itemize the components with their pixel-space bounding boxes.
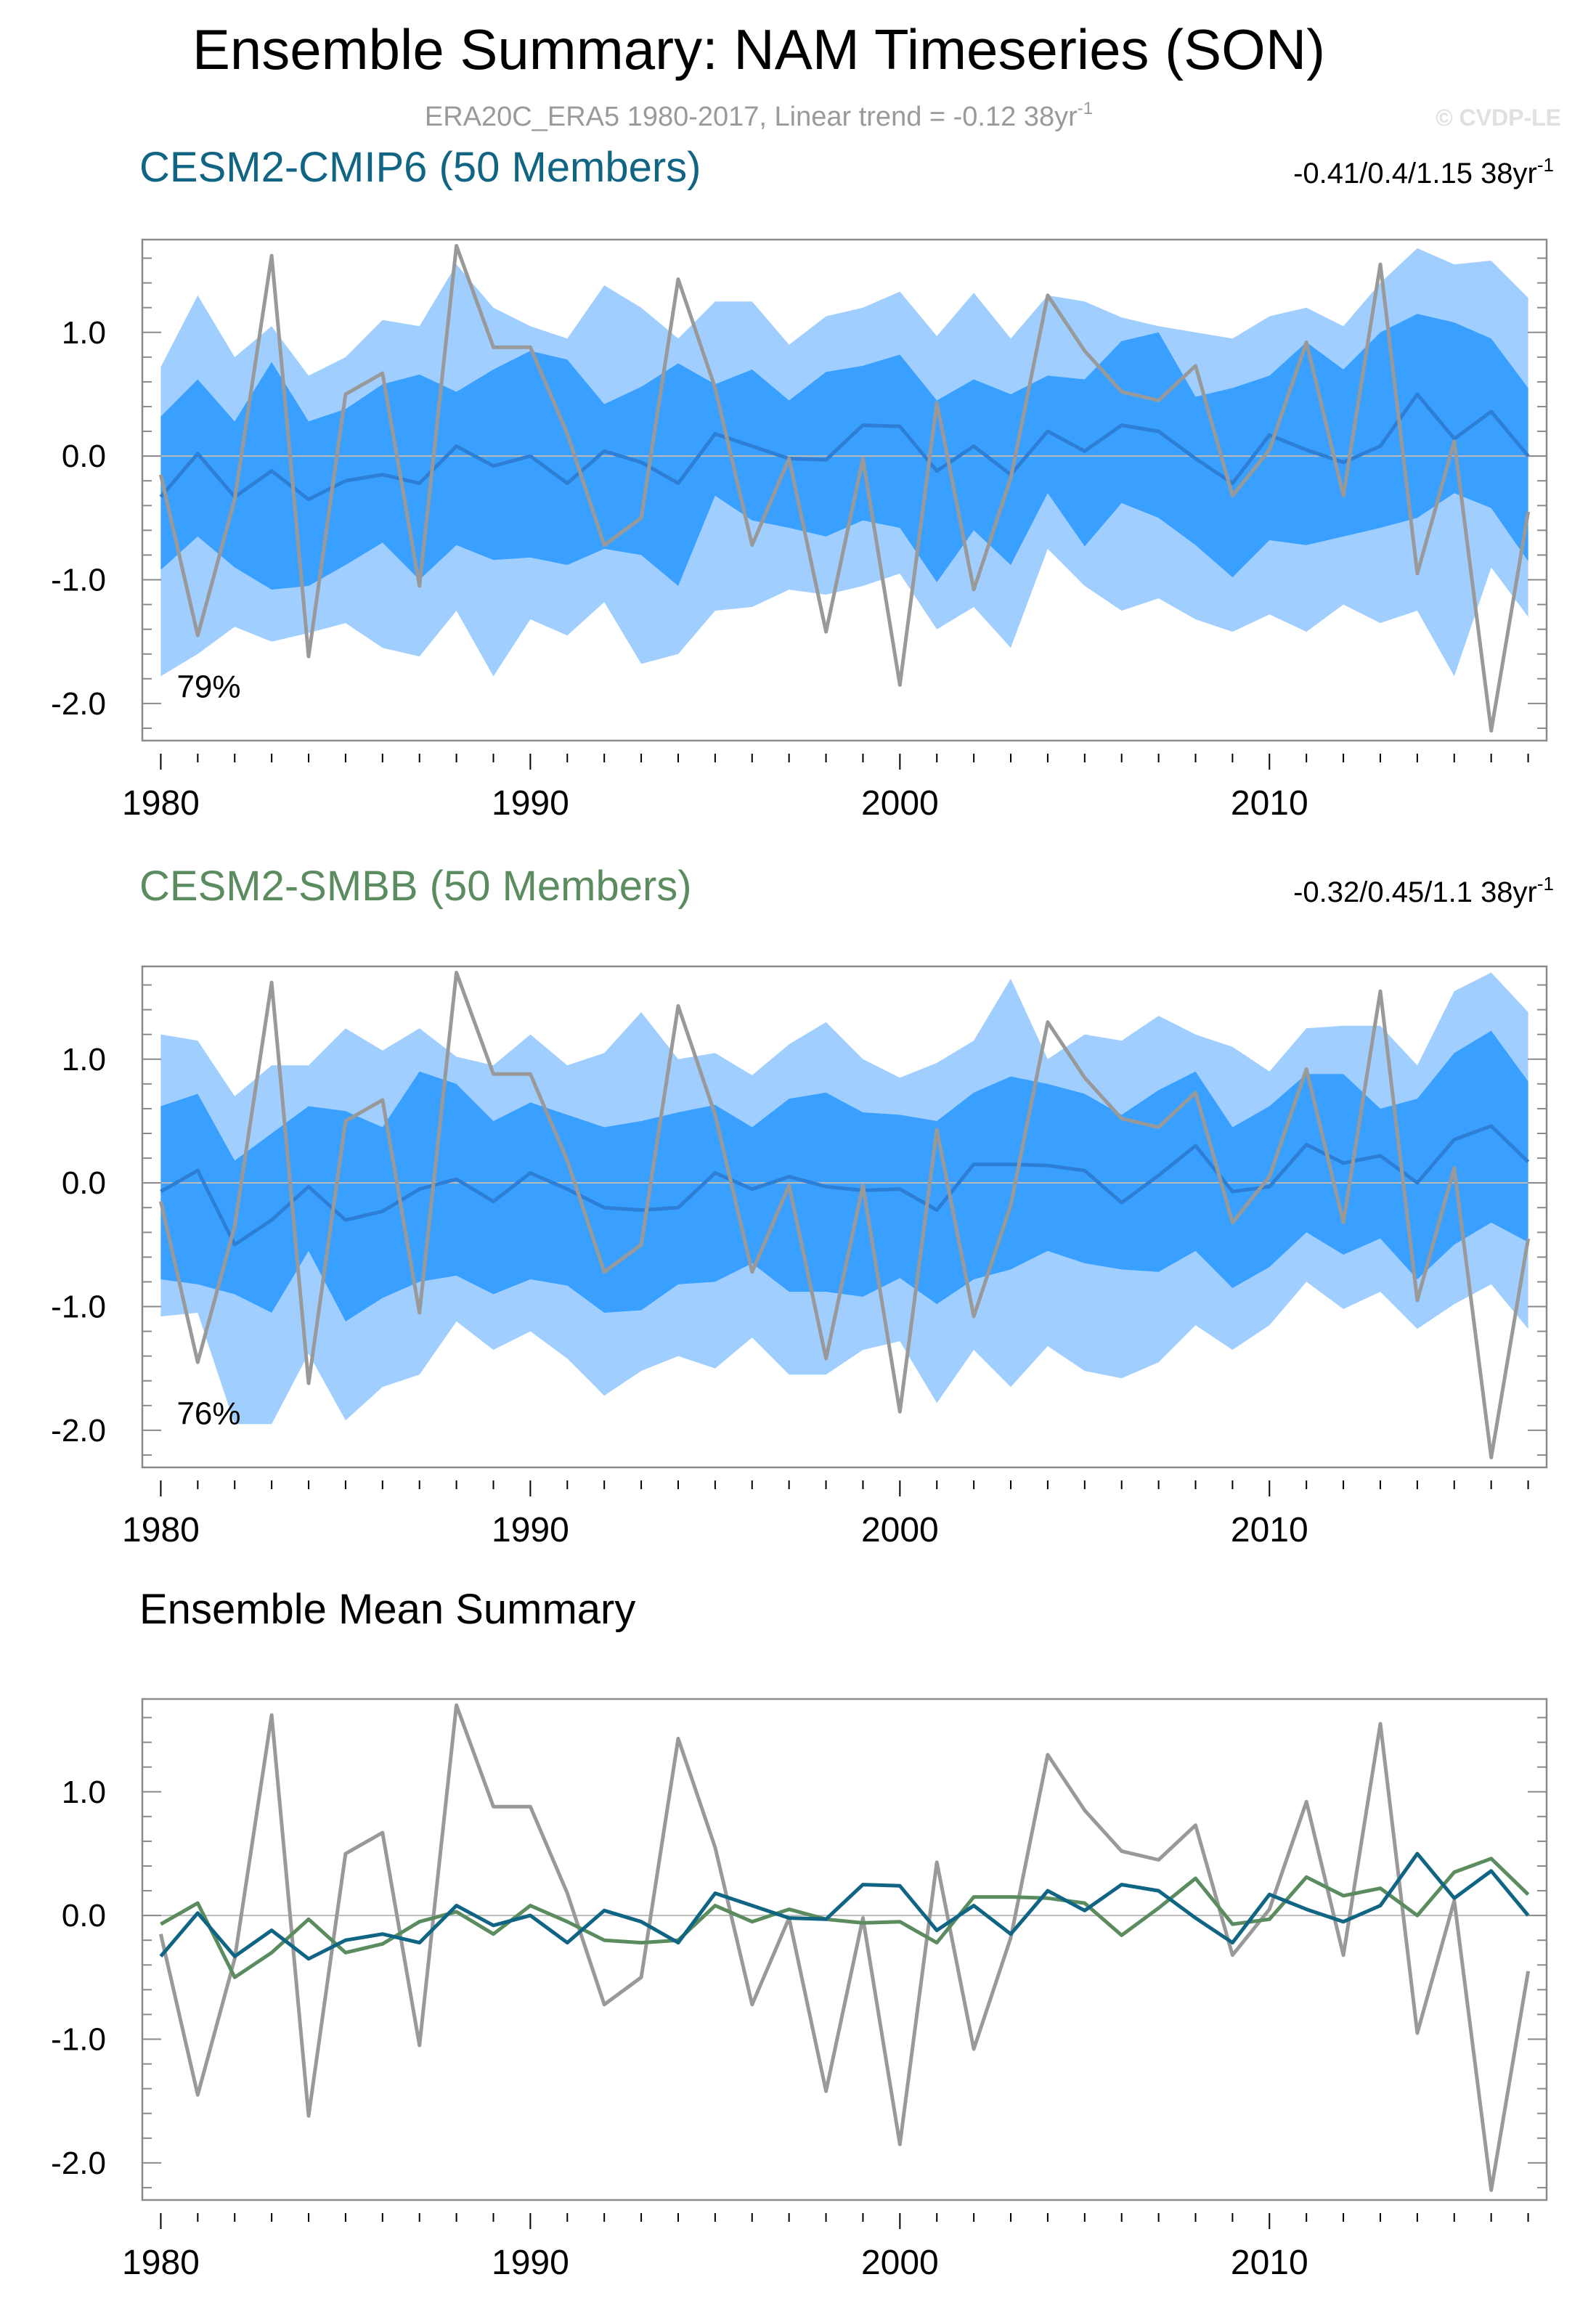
cmip6-obs-line [158, 244, 1531, 733]
mean-summary-frame [141, 1698, 1548, 2201]
cmip6-ytick-label: 1.0 [62, 315, 106, 351]
cmip6-ytick-label: -1.0 [51, 563, 106, 598]
mean-summary-series-1-line [160, 1857, 1530, 1979]
mean-summary-ytick-label: -1.0 [51, 2022, 106, 2058]
panel-smbb-trend: -0.32/0.45/1.1 38yr-1 [1293, 873, 1554, 908]
smbb-obs-line [158, 971, 1531, 1459]
cmip6-ytick-label: -2.0 [51, 686, 106, 722]
figure-title: Ensemble Summary: NAM Timeseries (SON) [192, 17, 1325, 81]
cmip6-ensemble-mean-line [159, 392, 1530, 502]
panel-cmip6-trend-main: -0.41/0.4/1.15 38yr [1293, 158, 1537, 190]
cmip6-xtick-label: 1990 [492, 784, 569, 823]
smbb-percent-label: 76% [176, 1396, 240, 1431]
cmip6-frame [141, 238, 1548, 742]
panel-mean-summary-title: Ensemble Mean Summary [139, 1586, 635, 1633]
mean-summary-ytick-label: -2.0 [51, 2146, 106, 2181]
smbb-xtick-label: 2000 [861, 1511, 939, 1549]
figure-subtitle: ERA20C_ERA5 1980-2017, Linear trend = -0… [425, 99, 1093, 132]
panel-smbb-trend-main: -0.32/0.45/1.1 38yr [1293, 876, 1537, 908]
smbb-xtick-label: 2010 [1231, 1511, 1308, 1549]
mean-summary-series-0-line [158, 1703, 1531, 2192]
panel-cmip6: CESM2-CMIP6 (50 Members) -0.41/0.4/1.15 … [51, 144, 1554, 823]
panel-mean-summary-plot: 1.0 0.0 -1.0 -2.0 1980 1990 2000 2010 [51, 1698, 1548, 2282]
mean-summary-xtick-label: 2010 [1231, 2244, 1308, 2282]
panel-mean-summary: Ensemble Mean Summary 1.0 0.0 -1.0 -2.0 1980… [51, 1586, 1548, 2282]
panel-smbb-plot: 76% 1.0 0.0 -1.0 -2.0 1980 1990 2000 2010 [51, 965, 1548, 1549]
smbb-ytick-label: 0.0 [62, 1165, 106, 1201]
smbb-ytick-label: -2.0 [51, 1413, 106, 1449]
subtitle-superscript: -1 [1078, 99, 1093, 118]
cmip6-ytick-label: 0.0 [62, 439, 106, 474]
cmip6-xtick-label: 2000 [861, 784, 939, 823]
mean-summary-xtick-label: 2000 [861, 2244, 939, 2282]
copyright-label: © CVDP-LE [1436, 105, 1561, 131]
cmip6-xtick-label: 2010 [1231, 784, 1308, 823]
smbb-ytick-label: -1.0 [51, 1290, 106, 1325]
mean-summary-xtick-label: 1980 [122, 2244, 200, 2282]
smbb-ytick-label: 1.0 [62, 1042, 106, 1077]
mean-summary-series-2-line [159, 1851, 1530, 1961]
mean-summary-ytick-label: 1.0 [62, 1775, 106, 1810]
panel-smbb-trend-sup: -1 [1537, 873, 1554, 895]
cmip6-xtick-label: 1980 [122, 784, 200, 823]
panel-smbb-title: CESM2-SMBB (50 Members) [139, 863, 692, 910]
cmip6-inner-band [160, 314, 1528, 590]
panel-cmip6-trend: -0.41/0.4/1.15 38yr-1 [1293, 154, 1554, 190]
smbb-ensemble-mean-line [160, 1124, 1530, 1247]
smbb-xtick-label: 1990 [492, 1511, 569, 1549]
panel-cmip6-plot: 79% 1.0 0.0 -1.0 -2.0 1980 1990 2000 2010 [51, 238, 1548, 823]
mean-summary-ytick-label: 0.0 [62, 1898, 106, 1934]
panel-cmip6-trend-sup: -1 [1537, 154, 1554, 176]
panel-cmip6-title: CESM2-CMIP6 (50 Members) [139, 144, 701, 191]
subtitle-main: ERA20C_ERA5 1980-2017, Linear trend = -0… [425, 102, 1078, 132]
mean-summary-xtick-label: 1990 [492, 2244, 569, 2282]
cmip6-percent-label: 79% [176, 669, 240, 704]
smbb-frame [141, 965, 1548, 1469]
smbb-xtick-label: 1980 [122, 1511, 200, 1549]
panel-smbb: CESM2-SMBB (50 Members) -0.32/0.45/1.1 3… [51, 863, 1554, 1549]
